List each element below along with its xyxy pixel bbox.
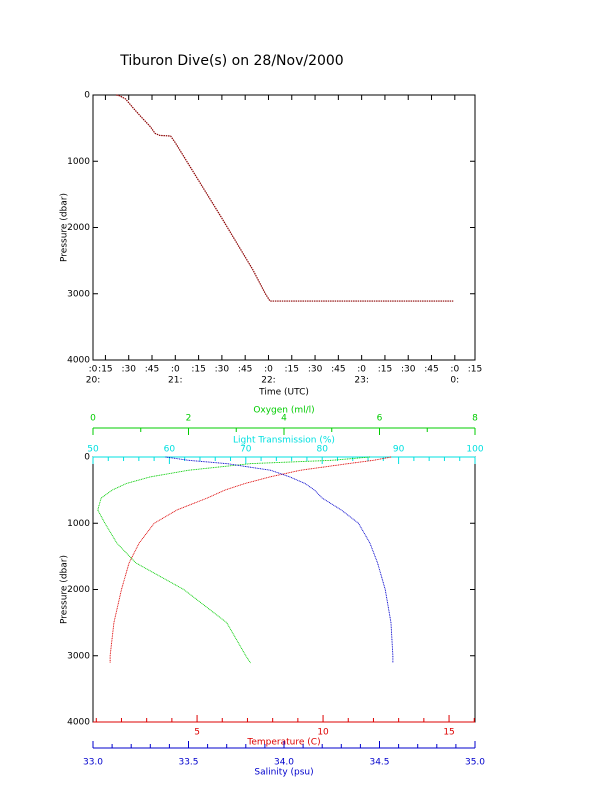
pressure-line	[116, 94, 454, 302]
y-tick-label: 3000	[67, 651, 90, 661]
plot-frame	[92, 456, 476, 723]
y-tick-label: 1000	[67, 519, 90, 529]
x-tick-label: :15	[98, 365, 112, 375]
x-hour-label: 20:	[86, 376, 100, 386]
plot-frame	[92, 94, 476, 361]
x-tick-label: :30	[121, 365, 136, 375]
x-tick-label: 6	[377, 414, 383, 424]
y-tick-label: 4000	[67, 718, 90, 728]
x-tick-label: 15	[443, 728, 454, 738]
profile-line	[109, 456, 392, 664]
profile-line	[165, 456, 394, 664]
x-tick-label: 33.0	[83, 758, 103, 768]
x-tick-label: 2	[186, 414, 192, 424]
x-tick-label: :15	[468, 365, 482, 375]
x-hour-label: 23:	[354, 376, 368, 386]
x-tick-label: :0	[450, 365, 459, 375]
x-tick-label: :45	[424, 365, 438, 375]
x-tick-label: :30	[401, 365, 416, 375]
x-tick-label: 80	[316, 445, 328, 455]
x-tick-label: 35.0	[465, 758, 485, 768]
x-hour-label: 0:	[450, 376, 459, 386]
x-tick-label: :30	[308, 365, 323, 375]
x-tick-label: :0	[264, 365, 273, 375]
x-tick-label: 10	[317, 728, 329, 738]
x-tick-label: :30	[215, 365, 230, 375]
y-tick-label: 0	[84, 91, 90, 101]
x-tick-label: :15	[378, 365, 392, 375]
y-tick-label: 1000	[67, 157, 90, 167]
x-tick-label: 0	[90, 414, 96, 424]
y-axis-label: Pressure (dbar)	[60, 555, 70, 624]
x-tick-label: :0	[89, 365, 98, 375]
x-tick-label: 34.5	[369, 758, 389, 768]
y-tick-label: 2000	[67, 585, 90, 595]
x-tick-label: 100	[466, 445, 483, 455]
x-tick-label: :45	[145, 365, 159, 375]
y-tick-label: 4000	[67, 356, 90, 366]
y-tick-label: 3000	[67, 289, 90, 299]
x-axis-label: Salinity (psu)	[254, 768, 313, 778]
y-tick-label: 0	[84, 453, 90, 463]
x-hour-label: 22:	[261, 376, 275, 386]
x-axis-label: Oxygen (ml/l)	[253, 406, 314, 416]
x-tick-label: 34.0	[274, 758, 294, 768]
chart-title: Tiburon Dive(s) on 28/Nov/2000	[119, 53, 343, 69]
x-axis-label: Light Transmission (%)	[233, 436, 335, 446]
x-tick-label: 33.5	[178, 758, 198, 768]
x-tick-label: 4	[281, 414, 287, 424]
x-tick-label: 50	[87, 445, 99, 455]
x-hour-label: 21:	[168, 376, 182, 386]
x-tick-label: :15	[191, 365, 205, 375]
x-tick-label: :0	[357, 365, 366, 375]
profile-line	[97, 456, 370, 664]
x-tick-label: 90	[393, 445, 405, 455]
x-tick-label: :0	[171, 365, 180, 375]
y-axis-label: Pressure (dbar)	[60, 193, 70, 262]
x-tick-label: 8	[472, 414, 478, 424]
y-tick-label: 2000	[67, 223, 90, 233]
x-tick-label: :45	[331, 365, 345, 375]
x-axis-label: Time (UTC)	[258, 388, 309, 398]
x-tick-label: 60	[164, 445, 176, 455]
x-tick-label: 5	[194, 728, 200, 738]
x-tick-label: :15	[285, 365, 299, 375]
x-tick-label: 70	[240, 445, 252, 455]
x-tick-label: :45	[238, 365, 252, 375]
